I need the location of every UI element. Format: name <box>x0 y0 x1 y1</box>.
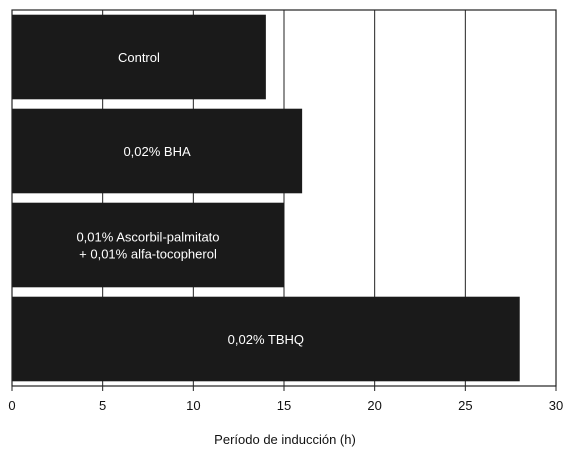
x-tick-label-10: 10 <box>186 398 200 413</box>
bar-label-2-line-0: 0,01% Ascorbil-palmitato <box>76 230 219 245</box>
x-tick-label-0: 0 <box>8 398 15 413</box>
bar-label-2-line-1: + 0,01% alfa-tocopherol <box>79 247 217 262</box>
x-tick-label-20: 20 <box>367 398 381 413</box>
bar-label-1: 0,02% BHA <box>123 144 191 159</box>
bar-3 <box>12 296 520 382</box>
bar-label-3: 0,02% TBHQ <box>228 332 304 347</box>
bar-1 <box>12 108 303 194</box>
x-tick-label-15: 15 <box>277 398 291 413</box>
bars: Control 0,02% BHA 0,01% Ascorbil-palmitato… <box>12 14 520 382</box>
x-axis-title: Período de inducción (h) <box>214 432 356 447</box>
x-axis-ticks: 0 5 10 15 20 25 30 <box>8 386 563 413</box>
x-tick-label-25: 25 <box>458 398 472 413</box>
bar-2 <box>12 202 284 288</box>
x-tick-label-30: 30 <box>549 398 563 413</box>
bar-0 <box>12 14 266 100</box>
x-tick-label-5: 5 <box>99 398 106 413</box>
bar-label-0: Control <box>118 50 160 65</box>
